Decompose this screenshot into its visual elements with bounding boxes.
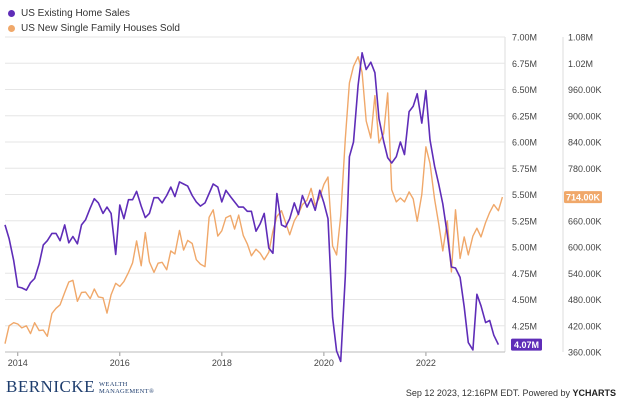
y-left-tick-label: 6.50M bbox=[512, 85, 537, 95]
ycharts-logo[interactable]: YCHARTS bbox=[572, 388, 616, 398]
y-right-tick-label: 780.00K bbox=[568, 164, 602, 174]
grid-layer bbox=[5, 36, 564, 352]
series-line-new-houses-sold[interactable] bbox=[4, 56, 504, 344]
end-label-existing: 4.07M bbox=[514, 340, 539, 350]
y-right-tick-label: 480.00K bbox=[568, 295, 602, 305]
y-left-tick-label: 5.25M bbox=[512, 216, 537, 226]
x-tick-label: 2016 bbox=[110, 358, 130, 368]
y-left-tick-label: 4.75M bbox=[512, 269, 537, 279]
y-right-tick-label: 1.02M bbox=[568, 59, 593, 69]
y-right-tick-label: 1.08M bbox=[568, 33, 593, 43]
series-layer bbox=[4, 52, 504, 363]
y-left-tick-label: 6.00M bbox=[512, 138, 537, 148]
y-right-tick-label: 960.00K bbox=[568, 85, 602, 95]
y-axis-right-ticks: 1.08M1.02M960.00K900.00K840.00K780.00K72… bbox=[568, 33, 602, 358]
end-label-new: 714.00K bbox=[566, 193, 601, 203]
end-labels: 714.00K 4.07M bbox=[511, 191, 602, 351]
y-right-tick-label: 600.00K bbox=[568, 243, 602, 253]
x-tick-label: 2014 bbox=[8, 358, 28, 368]
legend-dot-existing bbox=[8, 10, 15, 17]
y-left-tick-label: 7.00M bbox=[512, 33, 537, 43]
brand-sub-line1: WEALTH bbox=[99, 381, 128, 388]
y-right-tick-label: 840.00K bbox=[568, 138, 602, 148]
x-tick-label: 2022 bbox=[416, 358, 436, 368]
y-left-tick-label: 6.75M bbox=[512, 59, 537, 69]
y-right-tick-label: 540.00K bbox=[568, 269, 602, 279]
legend-dot-new bbox=[8, 25, 15, 32]
y-left-tick-label: 6.25M bbox=[512, 111, 537, 121]
legend-label-existing: US Existing Home Sales bbox=[21, 8, 130, 19]
y-axis-left-ticks: 7.00M 6.75M 6.50M 6.25M 6.00M 5.75M 5.50M 5.25M… bbox=[512, 33, 537, 332]
legend-item-new-houses-sold[interactable]: US New Single Family Houses Sold bbox=[8, 21, 180, 36]
y-right-tick-label: 660.00K bbox=[568, 216, 602, 226]
x-tick-label: 2018 bbox=[212, 358, 232, 368]
x-axis-ticks: 2014 2016 2018 2020 2022 bbox=[5, 351, 505, 368]
y-right-tick-label: 900.00K bbox=[568, 111, 602, 121]
brand-logo: BERNICKE WEALTH MANAGEMENT® bbox=[6, 377, 154, 397]
y-left-tick-label: 5.75M bbox=[512, 164, 537, 174]
brand-name: BERNICKE bbox=[6, 377, 95, 396]
x-tick-label: 2020 bbox=[314, 358, 334, 368]
timestamp: Sep 12 2023, 12:16PM EDT. bbox=[405, 388, 520, 398]
y-left-tick-label: 4.50M bbox=[512, 295, 537, 305]
legend-label-new: US New Single Family Houses Sold bbox=[21, 23, 180, 34]
y-right-tick-label: 420.00K bbox=[568, 321, 602, 331]
y-left-tick-label: 5.00M bbox=[512, 243, 537, 253]
brand-subtitle: WEALTH MANAGEMENT® bbox=[99, 381, 154, 397]
series-line-existing-home-sales[interactable] bbox=[4, 52, 500, 363]
powered-by: Powered by bbox=[522, 388, 570, 398]
y-right-tick-label: 360.00K bbox=[568, 348, 602, 358]
end-label-bg-existing bbox=[511, 338, 542, 351]
y-left-tick-label: 4.25M bbox=[512, 321, 537, 331]
brand-sub-line2: MANAGEMENT® bbox=[99, 388, 155, 395]
legend: US Existing Home Sales US New Single Fam… bbox=[8, 6, 180, 36]
y-left-tick-label: 5.50M bbox=[512, 190, 537, 200]
attribution: Sep 12 2023, 12:16PM EDT. Powered by YCH… bbox=[406, 388, 616, 398]
legend-item-existing-home-sales[interactable]: US Existing Home Sales bbox=[8, 6, 180, 21]
end-label-bg-new bbox=[564, 191, 602, 204]
